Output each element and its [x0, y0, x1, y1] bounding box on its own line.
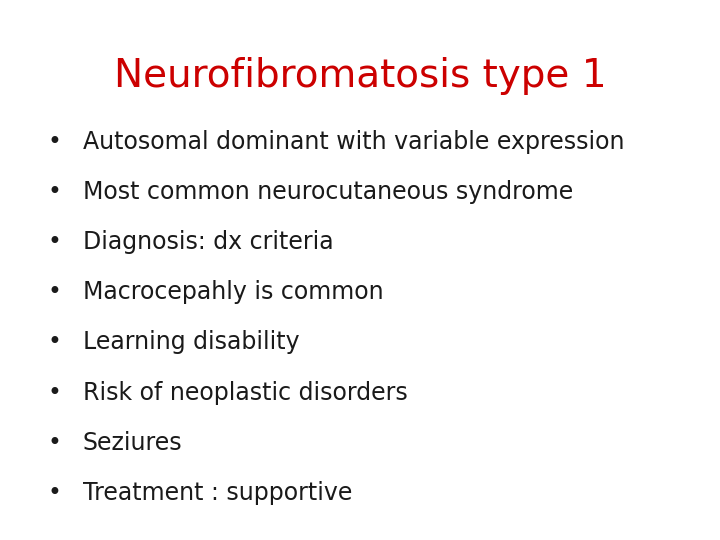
Text: Autosomal dominant with variable expression: Autosomal dominant with variable express… — [83, 130, 624, 153]
Text: Seziures: Seziures — [83, 431, 182, 455]
Text: •: • — [47, 180, 61, 204]
Text: •: • — [47, 280, 61, 304]
Text: Treatment : supportive: Treatment : supportive — [83, 481, 352, 505]
Text: •: • — [47, 381, 61, 404]
Text: •: • — [47, 330, 61, 354]
Text: Macrocepahly is common: Macrocepahly is common — [83, 280, 384, 304]
Text: Learning disability: Learning disability — [83, 330, 300, 354]
Text: •: • — [47, 130, 61, 153]
Text: •: • — [47, 431, 61, 455]
Text: Most common neurocutaneous syndrome: Most common neurocutaneous syndrome — [83, 180, 573, 204]
Text: Diagnosis: dx criteria: Diagnosis: dx criteria — [83, 230, 333, 254]
Text: Neurofibromatosis type 1: Neurofibromatosis type 1 — [114, 57, 606, 94]
Text: •: • — [47, 230, 61, 254]
Text: Risk of neoplastic disorders: Risk of neoplastic disorders — [83, 381, 408, 404]
Text: •: • — [47, 481, 61, 505]
